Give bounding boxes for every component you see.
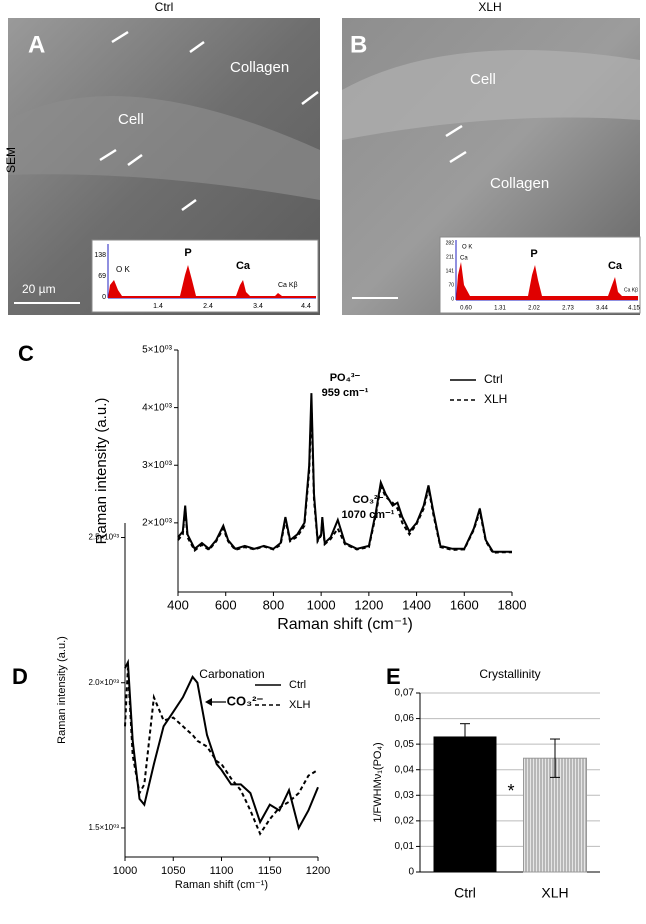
eds-inset [91,239,319,313]
eds-tick: 0 [451,296,454,302]
eds-peak: O K [462,245,472,251]
eds-tick: 282 [446,240,455,246]
x-tick-label: 1600 [450,597,479,612]
eds-tick: 211 [446,254,454,260]
arrows [99,30,467,212]
annotation-arrowhead [205,698,212,706]
x-tick-label: 800 [263,597,285,612]
eds-tick: 0 [102,294,106,301]
y-axis-label: 1/FWHMν₁(PO₄) [372,742,384,822]
chart-title: Crystallinity [479,667,540,681]
x-tick-label: 1200 [354,597,383,612]
annotation: * [507,781,514,801]
y-tick-label: 2.5×10⁰³ [88,533,119,542]
x-axis-label: Raman shift (cm⁻¹) [277,616,413,633]
x-tick-label: XLH [541,885,568,901]
eds-tick: 0.60 [460,306,472,312]
x-tick-label: 1000 [113,865,137,877]
y-axis-label: Raman intensity (a.u.) [93,398,110,545]
y-axis-label: Raman intensity (a.u.) [56,636,68,744]
x-tick-label: 1400 [402,597,431,612]
panel-letter: A [28,31,45,58]
x-tick-label: 1100 [210,865,234,877]
eds-tick: 70 [448,282,454,288]
eds-tick: 3.4 [253,303,263,310]
sem-label: Cell [470,71,496,88]
legend-label: XLH [289,699,310,711]
x-tick-label: Ctrl [454,885,476,901]
y-tick-label: 0,02 [395,815,415,826]
eds-tick: 3.44 [596,306,608,312]
series-line [177,393,512,553]
eds-tick: 69 [98,273,106,280]
x-axis-label: Raman shift (cm⁻¹) [175,879,268,891]
sem-label: Collagen [490,175,549,192]
eds-tick: 2.4 [203,303,213,310]
eds-tick: 2.02 [528,306,540,312]
y-tick-label: 4×10⁰³ [142,402,173,413]
y-tick-label: 0,06 [395,713,415,724]
legend-label: XLH [484,392,507,406]
cell-shape [8,96,320,200]
eds-peak: Ca [236,260,251,272]
y-tick-label: 0,01 [395,841,415,852]
annotation: 959 cm⁻¹ [322,387,369,399]
group-label: Ctrl [155,0,174,14]
eds-tick: 2.73 [562,306,574,312]
row-label: SEM [4,147,18,173]
eds-tick: 4.15 [628,306,640,312]
eds-peak: P [184,247,191,259]
x-tick-label: 1200 [306,865,330,877]
annotation: CO₃²⁻ [352,494,383,506]
y-tick-label: 0,04 [395,764,415,775]
y-tick-label: 3×10⁰³ [142,460,173,471]
eds-spectrum [456,262,638,300]
y-tick-label: 2×10⁰³ [142,517,173,528]
x-tick-label: 1000 [307,597,336,612]
eds-tick: 138 [94,252,106,259]
legend-label: Ctrl [484,372,503,386]
sem-label: Cell [118,111,144,128]
panel-letter: D [12,664,28,689]
eds-tick: 4.4 [301,303,311,310]
sem-label: Collagen [230,59,289,76]
x-tick-label: 1800 [498,597,527,612]
cell-shape [342,50,640,140]
panel-letter: E [386,664,401,689]
y-tick-label: 0 [408,867,414,878]
eds-peak: Ca [608,260,623,272]
y-tick-label: 0,03 [395,790,415,801]
annotation: PO₄³⁻ [330,372,361,384]
eds-peak: P [530,248,537,260]
chart-title: Carbonation [199,667,264,681]
series-line [124,668,319,836]
y-tick-label: 0,07 [395,688,415,699]
eds-peak: Ca Kβ [624,287,638,293]
annotation: 1070 cm⁻¹ [342,509,395,521]
annotation: CO₃²⁻ [227,693,264,708]
x-tick-label: 1150 [258,865,282,877]
y-tick-label: 5×10⁰³ [142,345,173,356]
y-tick-label: 0,05 [395,739,415,750]
eds-tick: 141 [446,268,455,274]
eds-tick: 1.4 [153,303,163,310]
eds-tick: 1.31 [494,306,506,312]
scale-label: 20 µm [22,282,56,296]
panel-letter: B [350,31,367,58]
y-tick-label: 2.0×10⁰³ [88,678,119,687]
bar [433,736,497,872]
group-label: XLH [478,0,501,14]
series-line [177,404,512,554]
eds-peak: Ca [460,256,468,262]
x-tick-label: 400 [167,597,189,612]
panel-letter: C [18,341,34,366]
eds-peak: Ca Kβ [278,282,298,289]
eds-peak: O K [116,265,130,274]
x-tick-label: 1050 [161,865,185,877]
legend-label: Ctrl [289,679,306,691]
y-tick-label: 1.5×10⁰³ [88,823,119,832]
x-tick-label: 600 [215,597,237,612]
